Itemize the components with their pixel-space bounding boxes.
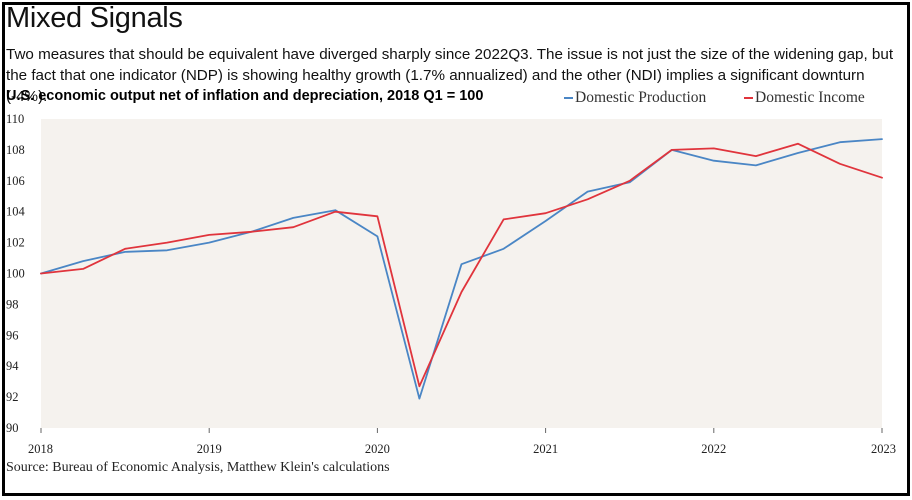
x-tick-label: 2020 [365, 442, 390, 456]
chart-subtitle: Two measures that should be equivalent h… [6, 46, 894, 105]
y-tick-label: 108 [6, 143, 25, 157]
x-tick-label: 2021 [533, 442, 558, 456]
chart-title: Mixed Signals [6, 2, 183, 34]
x-tick-label: 2019 [197, 442, 222, 456]
y-tick-label: 98 [6, 297, 19, 311]
legend-domestic-production: Domestic Production [564, 89, 706, 107]
legend-label: Domestic Production [575, 89, 707, 106]
y-tick-label: 94 [6, 359, 19, 373]
y-tick-label: 100 [6, 267, 25, 281]
x-tick-label: 2018 [28, 442, 53, 456]
legend-domestic-income: Domestic Income [744, 89, 865, 107]
legend-label: Domestic Income [755, 89, 865, 106]
series-line-domestic-income [40, 142, 883, 388]
y-tick-label: 92 [6, 390, 19, 404]
legend-swatch [744, 97, 753, 100]
y-tick-label: 104 [6, 205, 26, 219]
chart-heading: U.S. economic output net of inflation an… [6, 88, 484, 104]
plot-area [41, 119, 882, 428]
y-tick-label: 96 [6, 328, 19, 342]
y-tick-label: 106 [6, 174, 25, 188]
y-tick-label: 110 [6, 112, 24, 126]
y-tick-label: 90 [6, 421, 19, 435]
x-tick-label: 2022 [701, 442, 726, 456]
y-tick-label: 102 [6, 236, 25, 250]
series-line-domestic-production [40, 138, 883, 400]
x-tick-label: 2023 [871, 442, 896, 456]
chart-source: Source: Bureau of Economic Analysis, Mat… [6, 460, 390, 475]
legend-swatch [564, 97, 573, 100]
